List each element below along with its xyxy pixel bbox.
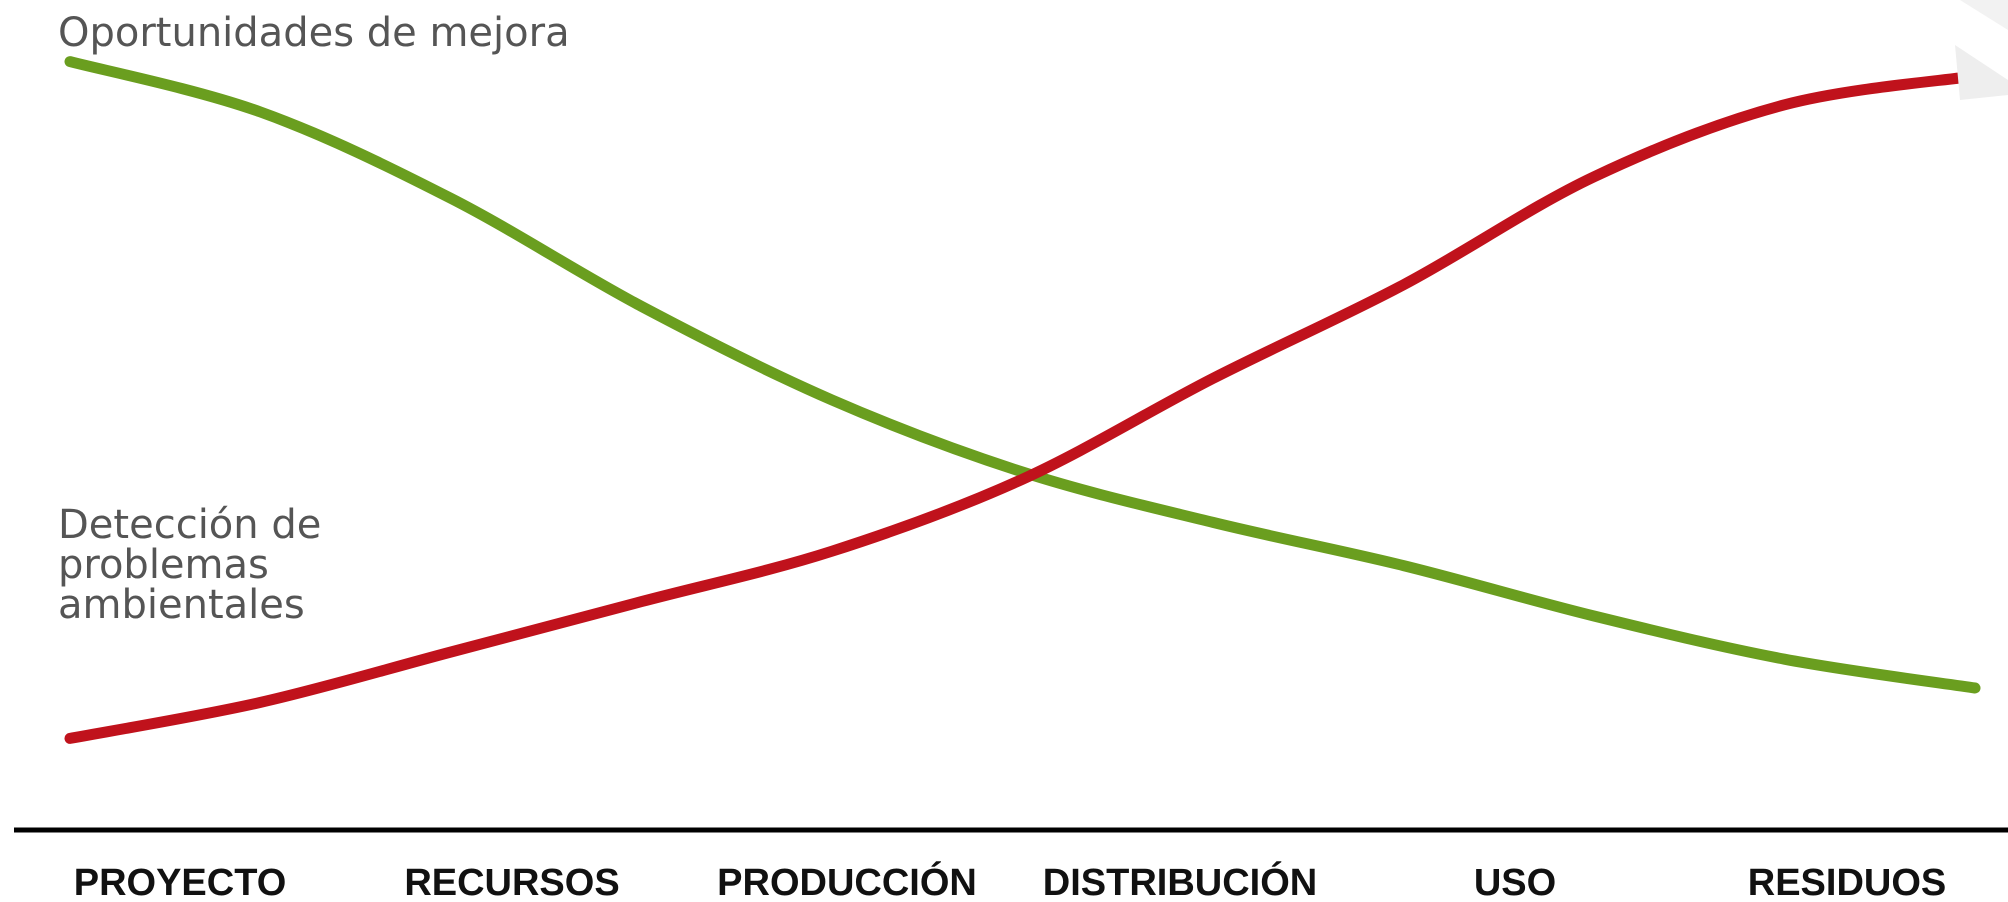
series-line-oportunidades bbox=[64, 56, 1981, 694]
corner-decoration-shape bbox=[1960, 0, 2008, 30]
series-label-oportunidades: Oportunidades de mejora bbox=[58, 10, 570, 56]
series-line-deteccion bbox=[64, 70, 1981, 744]
category-labels: PROYECTO RECURSOS PRODUCCIÓN DISTRIBUCIÓN US… bbox=[74, 860, 1947, 902]
series-label-deteccion: Detección de problemas ambientales bbox=[58, 502, 334, 628]
category-label: PROYECTO bbox=[74, 862, 287, 902]
series-label-deteccion-line-3: ambientales bbox=[58, 582, 305, 628]
category-label: DISTRIBUCIÓN bbox=[1043, 860, 1317, 902]
series-lines bbox=[64, 56, 1981, 744]
corner-decoration-shape bbox=[1955, 45, 2008, 100]
category-label: PRODUCCIÓN bbox=[717, 860, 977, 902]
series-label-deteccion-line-1: Detección de bbox=[58, 502, 321, 548]
category-label: RESIDUOS bbox=[1748, 862, 1946, 902]
category-label: RECURSOS bbox=[404, 862, 619, 902]
category-label: USO bbox=[1474, 862, 1556, 902]
series-label-deteccion-line-2: problemas bbox=[58, 542, 269, 588]
